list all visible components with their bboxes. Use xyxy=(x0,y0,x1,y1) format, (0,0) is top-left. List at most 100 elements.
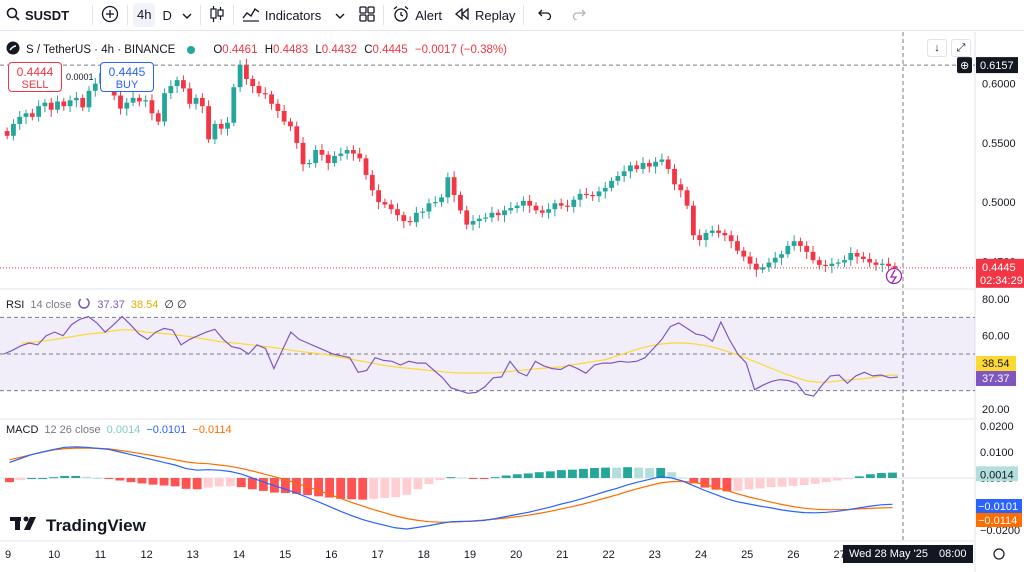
candle-body xyxy=(527,200,533,206)
candle-body xyxy=(508,208,514,211)
rsi-ma-axis-label: 38.54 xyxy=(982,358,1010,370)
low-key: L xyxy=(315,43,322,56)
chart-type-button[interactable] xyxy=(203,0,231,31)
candle-body xyxy=(634,165,640,169)
timeframe-4h-button[interactable]: 4h xyxy=(133,3,156,27)
last-price-label: 0.4445 xyxy=(982,262,1016,274)
candle-body xyxy=(590,195,596,197)
price-chart[interactable]: 0.60000.55000.50000.45000.6157⊕0.444502:… xyxy=(0,32,1024,572)
candle-body xyxy=(288,121,293,127)
toolbar-divider xyxy=(232,5,234,25)
price-tick-label: 0.6000 xyxy=(982,79,1016,91)
time-tick-label: 26 xyxy=(787,549,799,561)
time-tick-label: 11 xyxy=(95,549,106,561)
candle-body xyxy=(407,221,413,223)
arrow-down-icon: ↓ xyxy=(934,42,940,54)
candle-body xyxy=(892,266,898,268)
event-marker xyxy=(885,267,903,285)
time-tick-label: 17 xyxy=(371,549,383,561)
candle-body xyxy=(741,250,747,257)
candle-body xyxy=(785,245,791,255)
candle-body xyxy=(11,123,16,136)
sell-label: SELL xyxy=(21,79,49,91)
candle-body xyxy=(804,245,810,252)
time-tick-label: 20 xyxy=(510,549,522,561)
buy-price: 0.4445 xyxy=(108,65,146,79)
candle-body xyxy=(451,177,457,195)
signal-value-bg xyxy=(976,513,1022,527)
timeframe-d-button[interactable]: D xyxy=(162,7,172,23)
candle-body xyxy=(149,100,155,114)
macd-histogram-bar xyxy=(501,475,511,478)
macd-hist-value-bg xyxy=(976,466,1018,482)
macd-hist-axis-label: 0.0014 xyxy=(980,469,1014,481)
candle-body xyxy=(36,106,42,117)
candle-body xyxy=(760,267,766,270)
candle-body xyxy=(420,211,426,213)
rsi-ma-value-bg xyxy=(976,356,1016,371)
loading-icon xyxy=(77,296,91,313)
macd-histogram-bar xyxy=(479,478,489,479)
macd-histogram-bar xyxy=(336,478,346,499)
candle-body xyxy=(476,218,482,222)
undo-button[interactable] xyxy=(526,0,562,31)
settings-gear-icon xyxy=(993,548,1005,560)
sell-button[interactable]: 0.4444 SELL xyxy=(8,62,62,92)
macd-histogram-bar xyxy=(678,477,688,479)
candle-body xyxy=(539,210,545,213)
macd-histogram-bar xyxy=(391,478,401,498)
replay-button[interactable]: Replay xyxy=(448,0,521,31)
rsi-title[interactable]: RSI xyxy=(6,298,25,311)
rsi-axis-label: 37.37 xyxy=(982,373,1010,385)
candle-body xyxy=(369,174,375,191)
symbol-title[interactable]: S / TetherUS · 4h · BINANCE xyxy=(26,43,176,56)
macd-histogram-bar xyxy=(711,478,721,490)
candle-body xyxy=(256,86,262,94)
compare-symbol-button[interactable] xyxy=(95,0,125,31)
macd-tick-label: 0.0100 xyxy=(980,447,1014,459)
macd-histogram-bar xyxy=(468,478,478,479)
macd-title[interactable]: MACD xyxy=(6,424,39,436)
candle-body xyxy=(735,241,740,251)
price-tick-label: 0.5000 xyxy=(982,197,1016,209)
candle-body xyxy=(432,202,438,204)
candle-body xyxy=(243,64,249,79)
rsi-value-bg xyxy=(976,371,1016,386)
macd-histogram-bar xyxy=(380,478,390,498)
candle-body xyxy=(703,232,709,240)
candle-body xyxy=(747,256,753,264)
indicators-button[interactable]: Indicators xyxy=(236,0,327,31)
lightning-icon xyxy=(889,269,898,284)
candle-body xyxy=(212,123,218,140)
symbol-search[interactable]: SUSDT xyxy=(0,0,90,31)
time-tick-label: 14 xyxy=(233,549,245,561)
high-value: 0.4483 xyxy=(273,43,309,56)
indicators-dropdown-button[interactable] xyxy=(327,0,353,31)
candle-body xyxy=(206,106,212,140)
candle-body xyxy=(766,262,772,268)
candle-body xyxy=(86,90,92,108)
timeframe-dropdown-button[interactable] xyxy=(176,0,198,31)
tradingview-logo[interactable]: TradingView xyxy=(10,515,146,536)
macd-histogram-bar xyxy=(214,478,224,487)
macd-histogram-bar xyxy=(424,478,434,485)
fullscreen-button[interactable]: ⤢ xyxy=(951,39,971,57)
candle-body xyxy=(546,209,551,213)
scroll-to-latest-button[interactable]: ↓ xyxy=(927,39,947,57)
macd-axis-label: −0.0101 xyxy=(978,501,1018,513)
macd-histogram-bar xyxy=(567,469,577,478)
time-tick-label: 19 xyxy=(464,549,476,561)
buy-button[interactable]: 0.4445 BUY xyxy=(100,62,154,92)
candle-body xyxy=(332,155,337,164)
candle-body xyxy=(886,263,891,267)
time-tick-label: 9 xyxy=(5,549,11,561)
time-tick-label: 27 xyxy=(833,549,845,561)
alert-button[interactable]: Alert xyxy=(386,0,448,31)
redo-button[interactable] xyxy=(562,0,598,31)
candles-icon xyxy=(209,5,225,26)
layouts-button[interactable] xyxy=(353,0,381,31)
macd-histogram-bar xyxy=(766,478,776,488)
candle-body xyxy=(300,142,306,165)
candle-body xyxy=(74,97,79,101)
symbol-logo-icon xyxy=(6,41,20,58)
